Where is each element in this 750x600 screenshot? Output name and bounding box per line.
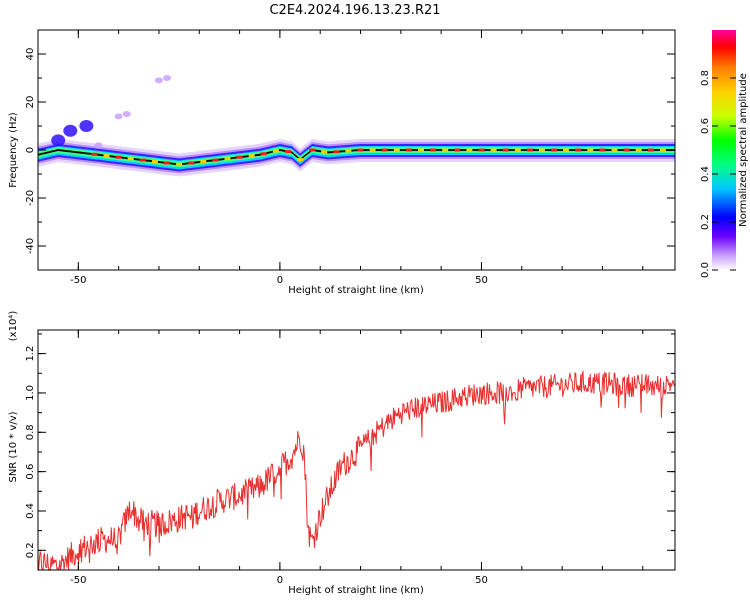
- y-tick-label: 0.2: [25, 542, 36, 558]
- spectrogram-band: [38, 149, 675, 166]
- y-tick-label: 1.0: [25, 385, 36, 401]
- y-tick-label: 40: [25, 48, 36, 61]
- spectrogram-hot-cell: [272, 149, 279, 153]
- spectrogram-hot-cell: [393, 148, 400, 152]
- y-tick-label: 0.4: [25, 503, 36, 519]
- spectrogram-patch: [63, 124, 78, 137]
- spectrogram-patch: [51, 134, 66, 147]
- spectrogram-hot-cell: [103, 154, 110, 158]
- spectrogram-y-axis-label: Frequency (Hz): [8, 112, 19, 188]
- spectrogram-hot-cell: [260, 152, 267, 156]
- spectrogram-hot-cell: [309, 148, 316, 152]
- colorbar-tick-label: 0.0: [700, 262, 711, 278]
- x-tick-label: 0: [277, 275, 283, 286]
- spectrogram-hot-cell: [212, 158, 219, 162]
- spectrogram-hot-cell: [514, 148, 521, 152]
- snr-y-axis-label: SNR (10 * v/v): [8, 411, 19, 482]
- x-tick-label: 50: [475, 275, 488, 286]
- spectrogram-hot-cell: [442, 148, 449, 152]
- colorbar-ticks: 0.0 0.2 0.4 0.6 0.8: [700, 70, 736, 278]
- spectrogram-hot-cell: [502, 148, 509, 152]
- spectrogram-hot-cell: [539, 148, 545, 152]
- spectrogram-ticks: -50 0 50 40 20 0 -20 -40: [25, 29, 675, 286]
- spectrogram-hot-cell: [430, 148, 437, 152]
- colorbar-gradient: [712, 30, 736, 270]
- spectrogram-patch: [154, 77, 163, 84]
- spectrogram-hot-cell: [587, 148, 594, 152]
- spectrogram-hot-cell: [285, 150, 291, 154]
- spectrogram-patch: [122, 111, 131, 117]
- snr-y-scale-note: (x10⁴): [8, 311, 19, 342]
- spectrogram-hot-cell: [115, 155, 122, 159]
- snr-frame: [37, 329, 676, 571]
- spectrogram-hot-cell: [224, 157, 231, 161]
- spectrogram-patch: [94, 142, 103, 149]
- spectrogram-hot-cell: [151, 160, 158, 163]
- spectrogram-hot-cell: [297, 158, 304, 162]
- spectrogram-hot-cell: [490, 148, 497, 152]
- colorbar: 0.0 0.2 0.4 0.6 0.8 Normalized spectral ampl…: [700, 30, 749, 278]
- spectrogram-x-axis-label: Height of straight line (km): [288, 285, 424, 296]
- figure-title: C2E4.2024.196.13.23.R21: [269, 3, 440, 18]
- colorbar-tick-label: 0.2: [700, 214, 711, 230]
- colorbar-tick-label: 0.6: [700, 118, 711, 134]
- spectrogram-hot-cell: [623, 148, 630, 152]
- spectrogram-hot-cell: [369, 148, 376, 152]
- spectrogram-panel: -50 0 50 40 20 0 -20 -40 Height of straight lin…: [8, 29, 676, 296]
- spectrogram-hot-cell: [176, 162, 183, 166]
- y-tick-label: 1.2: [25, 346, 36, 362]
- snr-ticks: -50 0 50 0.2 0.4 0.6 0.8 1.0 1.2: [25, 330, 675, 586]
- y-tick-label: 0: [25, 147, 36, 153]
- snr-x-axis-label: Height of straight line (km): [288, 585, 424, 596]
- spectrogram-hot-cell: [635, 148, 642, 152]
- spectrogram-hot-cell: [526, 148, 533, 152]
- spectrogram-hot-cell: [200, 160, 207, 163]
- spectrogram-hot-cell: [248, 154, 255, 158]
- colorbar-label: Normalized spectral amplitude: [738, 73, 749, 227]
- spectrogram-hot-cell: [127, 157, 134, 161]
- x-tick-label: 50: [475, 575, 488, 586]
- spectrogram-hot-cell: [563, 148, 570, 152]
- spectrogram-ridge-layer: [38, 75, 675, 177]
- spectrogram-hot-cell: [659, 148, 666, 152]
- spectrogram-hot-cell: [357, 148, 364, 152]
- y-tick-label: -40: [25, 238, 36, 254]
- spectrogram-hot-cell: [466, 148, 473, 152]
- spectrogram-hot-cell: [381, 148, 388, 152]
- spectrogram-patch: [79, 120, 94, 132]
- snr-panel: -50 0 50 0.2 0.4 0.6 0.8 1.0 1.2 Height of strai…: [8, 311, 676, 596]
- x-tick-label: 0: [277, 575, 283, 586]
- spectrogram-hot-cell: [164, 161, 170, 165]
- spectrogram-hot-cell: [599, 148, 606, 152]
- y-tick-label: -20: [25, 190, 36, 206]
- spectrogram-hot-cell: [188, 161, 195, 165]
- spectrogram-patch: [114, 113, 123, 120]
- y-tick-label: 0.8: [25, 424, 36, 440]
- spectrogram-hot-cell: [321, 150, 328, 154]
- spectrogram-hot-cell: [139, 158, 146, 162]
- spectrogram-patch: [163, 75, 171, 81]
- y-tick-label: 20: [25, 96, 36, 109]
- spectrogram-hot-cell: [418, 148, 424, 152]
- spectrogram-hot-cell: [345, 149, 352, 153]
- spectrogram-hot-cell: [575, 148, 582, 152]
- spectrogram-hot-cell: [611, 148, 618, 152]
- spectrogram-hot-cell: [405, 148, 412, 152]
- y-tick-label: 0.6: [25, 464, 36, 480]
- colorbar-tick-label: 0.4: [700, 166, 711, 182]
- x-tick-label: -50: [70, 275, 86, 286]
- spectrogram-hot-cell: [478, 148, 485, 152]
- spectrogram-hot-cell: [333, 150, 340, 154]
- spectrogram-hot-cell: [647, 148, 654, 152]
- snr-series-line: [37, 369, 675, 572]
- spectrogram-hot-cell: [236, 155, 243, 159]
- spectrogram-hot-cell: [91, 152, 98, 156]
- x-tick-label: -50: [70, 575, 86, 586]
- colorbar-tick-label: 0.8: [700, 70, 711, 86]
- spectrogram-hot-cell: [454, 148, 461, 152]
- spectrogram-hot-cell: [551, 148, 558, 152]
